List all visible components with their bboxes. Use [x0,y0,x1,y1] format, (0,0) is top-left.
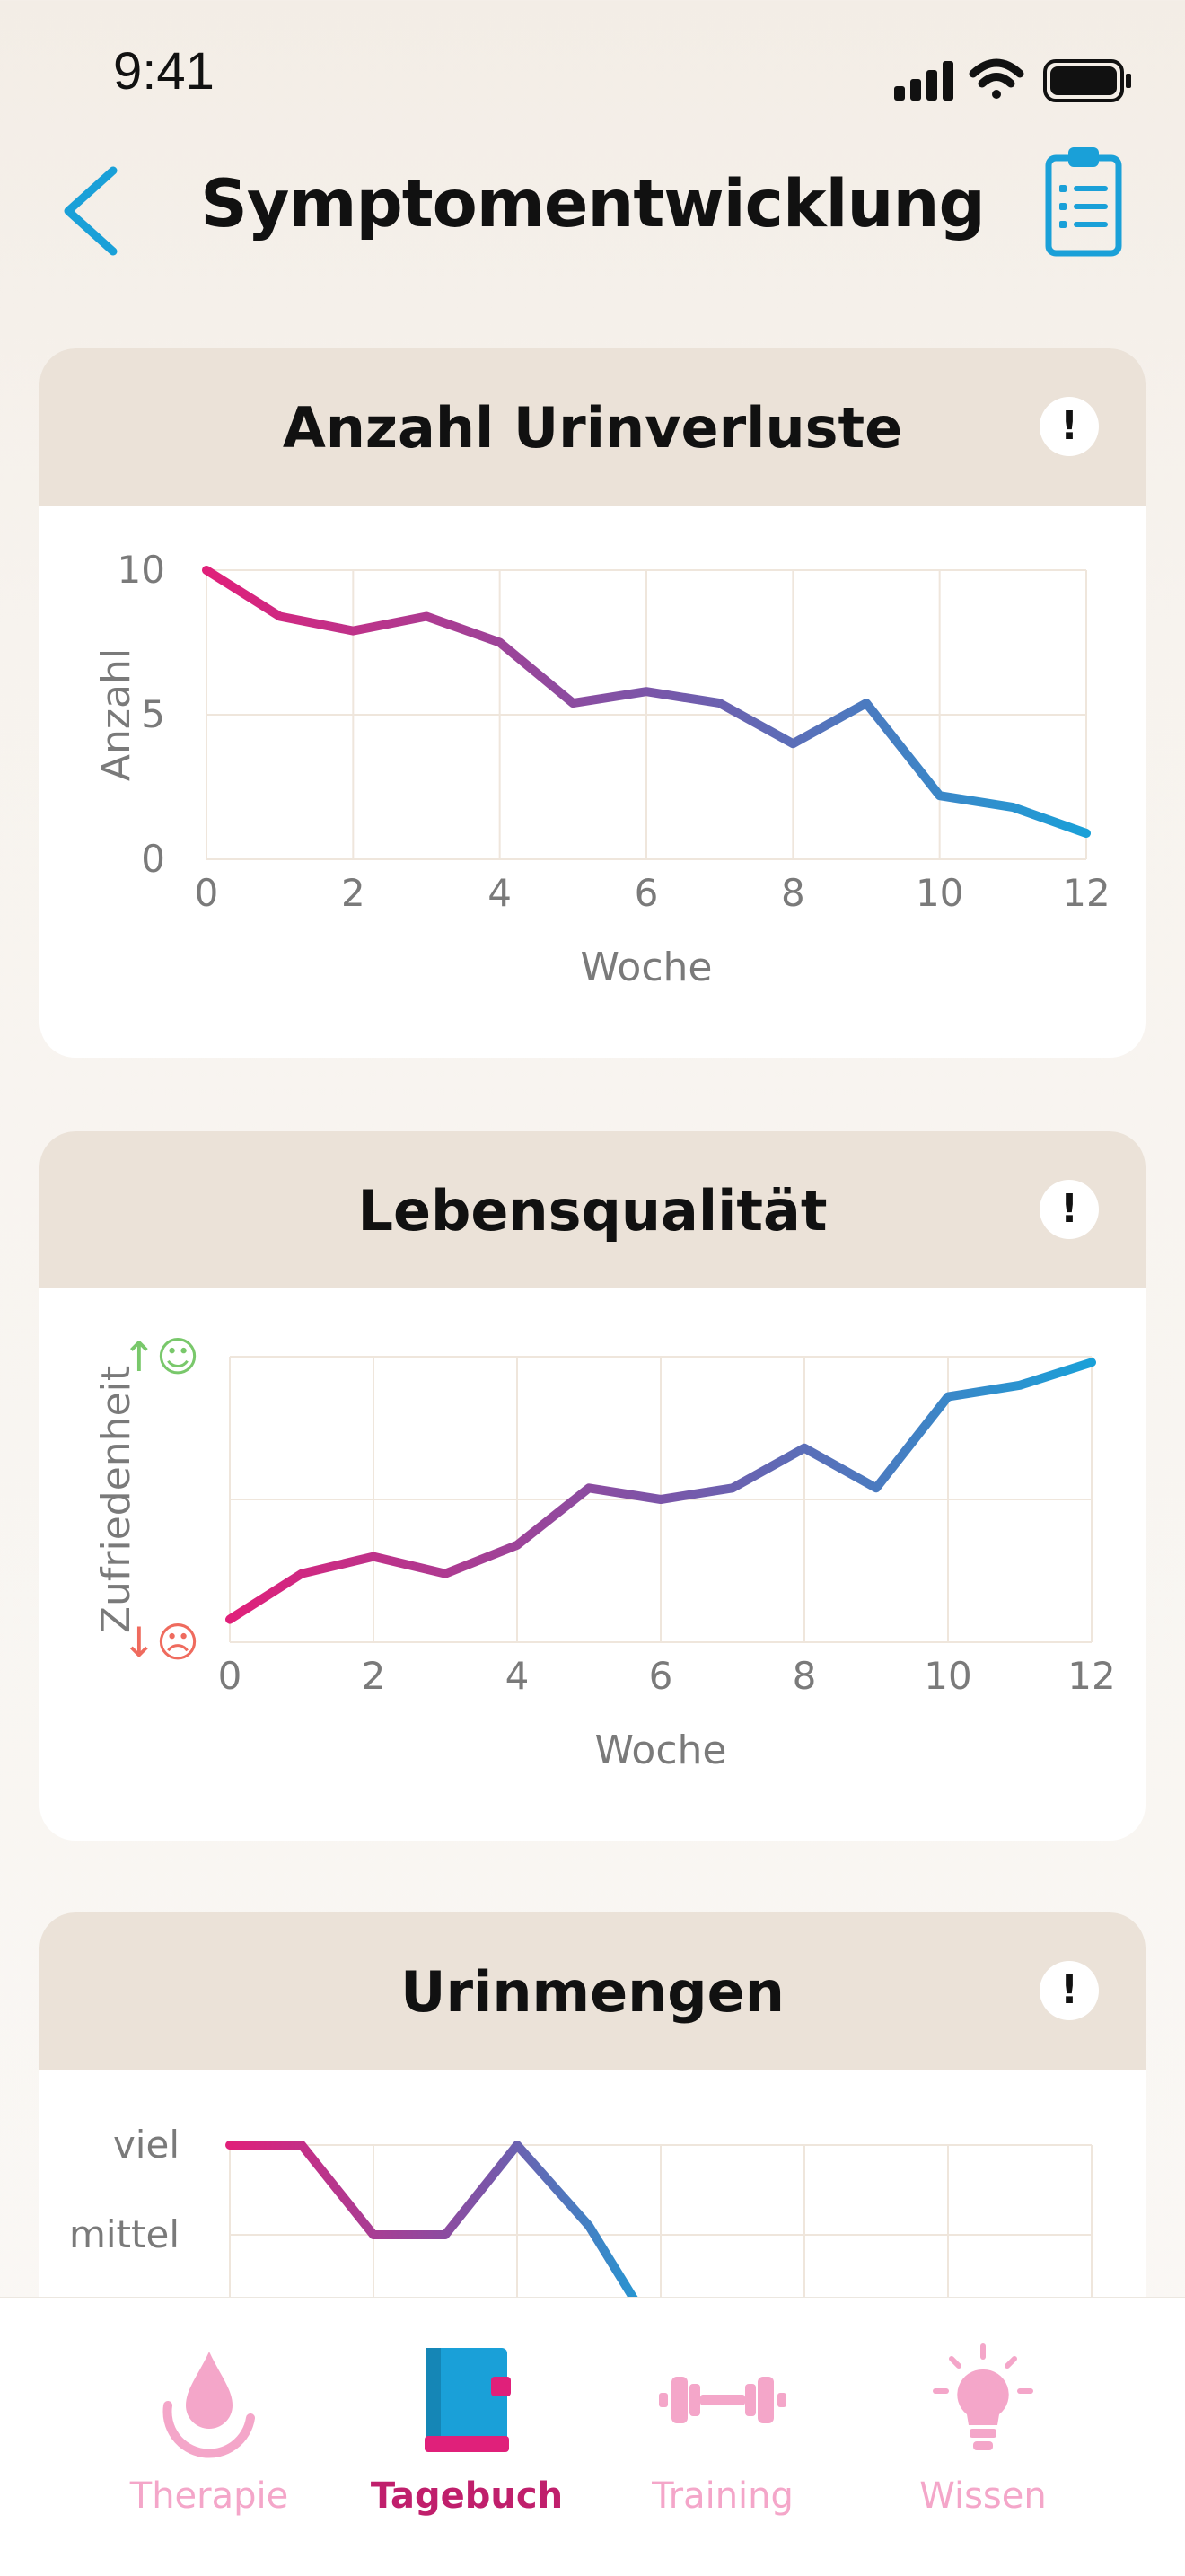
y-tick-sad: ↓☹ [122,1618,200,1666]
y-tick-label: 5 [141,692,165,736]
x-tick-label: 8 [793,1654,817,1698]
drop-icon [155,2343,263,2459]
status-icons [894,54,1137,111]
battery-icon [1045,61,1131,101]
card-header: Anzahl Urinverluste ! [40,348,1146,506]
tab-bar: Therapie Tagebuch Training [0,2297,1185,2576]
x-tick-label: 10 [916,871,963,915]
tab-therapie[interactable]: Therapie [61,2298,357,2576]
x-tick-label: 0 [195,871,219,915]
page-title: Symptomentwicklung [0,166,1185,242]
tab-training[interactable]: Training [575,2298,871,2576]
x-tick-label: 12 [1062,871,1110,915]
bulb-icon [925,2343,1041,2459]
card-header: Lebensqualität ! [40,1131,1146,1288]
card-title: Anzahl Urinverluste [40,395,1146,461]
status-time: 9:41 [113,41,215,101]
card-header: Urinmengen ! [40,1912,1146,2070]
chart-urinverluste: 0 2 4 6 8 10 12 Woche Anzahl 0 5 10 [40,506,1146,1058]
tab-label: Tagebuch [319,2475,615,2517]
card-urinverluste: Anzahl Urinverluste ! 0 2 4 6 8 10 12 Woche Anza… [40,348,1146,1058]
y-axis-label: Zufriedenheit [93,1366,139,1633]
y-tick-happy: ↑☺ [122,1332,200,1381]
x-axis-label: Woche [595,1728,727,1773]
x-axis-label: Woche [581,945,713,990]
x-tick-label: 8 [781,871,805,915]
x-tick-label: 12 [1067,1654,1115,1698]
tab-label: Therapie [61,2475,357,2517]
x-tick-label: 4 [505,1654,530,1698]
x-tick-label: 4 [487,871,512,915]
wifi-icon [973,63,1020,99]
card-title: Lebensqualität [40,1178,1146,1244]
y-tick-label: viel [113,2123,180,2167]
chart-lebensqualitaet: 0 2 4 6 8 10 12 Woche Zufriedenheit↑☺ ↓☹ [40,1288,1146,1841]
tab-label: Training [575,2475,871,2517]
x-tick-label: 10 [924,1654,971,1698]
signal-icon [894,61,953,101]
clipboard-icon[interactable] [1045,144,1122,259]
book-icon [417,2343,516,2459]
x-tick-label: 6 [649,1654,673,1698]
info-icon[interactable]: ! [1040,1961,1099,2020]
y-tick-label: 10 [118,548,165,592]
y-tick-label: mittel [69,2212,180,2256]
y-tick-label: 0 [141,837,165,881]
card-title: Urinmengen [40,1959,1146,2025]
tab-wissen[interactable]: Wissen [835,2298,1131,2576]
x-tick-label: 2 [341,871,365,915]
dumbbell-icon [655,2343,790,2459]
y-axis-label: Anzahl [93,648,139,781]
tab-tagebuch[interactable]: Tagebuch [319,2298,615,2576]
x-tick-label: 2 [362,1654,386,1698]
card-lebensqualitaet: Lebensqualität ! 0 2 4 6 8 10 12 Woche Zufrieden… [40,1131,1146,1841]
x-tick-label: 0 [218,1654,242,1698]
x-tick-label: 6 [635,871,659,915]
info-icon[interactable]: ! [1040,397,1099,456]
tab-label: Wissen [835,2475,1131,2517]
info-icon[interactable]: ! [1040,1180,1099,1239]
